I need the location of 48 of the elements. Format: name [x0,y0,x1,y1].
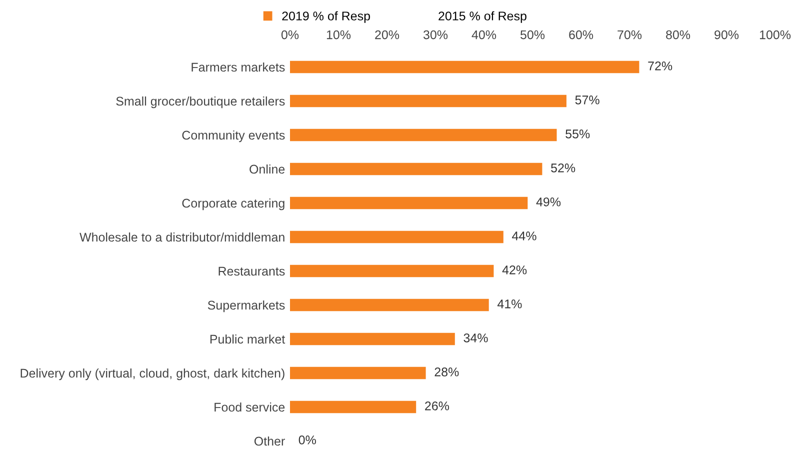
y-tick-label: Community events [182,130,285,142]
x-tick-label: 60% [569,30,594,40]
bar [290,128,557,142]
x-tick-label: 0% [281,30,299,40]
text: 34% [464,334,488,342]
text: 2015 % of Resp [438,11,526,23]
text: 41% [497,300,522,308]
x-tick-label: 90% [714,30,739,40]
text: 57% [575,96,600,104]
y-tick-label: Public market [210,334,286,344]
bar [290,264,494,278]
bar [290,162,542,176]
bar [290,366,426,380]
text: 72% [648,62,672,70]
x-tick-label: 30% [423,30,448,40]
x-tick-label: 20% [375,30,400,40]
bar [290,230,504,244]
x-tick-label: 10% [326,30,351,40]
text: 44% [512,232,536,240]
y-tick-label: Food service [214,402,285,412]
x-tick-label: 50% [520,30,545,40]
bar [290,400,416,414]
text: 55% [566,130,590,138]
x-tick-label: 70% [618,30,642,40]
text: 52% [551,164,576,172]
text: 0% [298,436,316,444]
x-tick-label: 100% [760,30,791,40]
text: 42% [502,266,527,274]
text: 49% [536,198,561,206]
y-tick-label: Delivery only (virtual, cloud, ghost, dark kitchen) [20,368,284,380]
y-tick-label: Restaurants [218,266,285,276]
legend-label: 2019 % of Resp [282,11,370,23]
x-tick-label: 80% [666,30,690,40]
y-tick-label: Farmers markets [192,62,285,72]
bar [290,60,640,74]
bar [290,332,455,346]
y-tick-label: Online [250,164,285,174]
bar [290,298,489,312]
y-tick-label: Small grocer/boutique retailers [116,96,285,108]
bar [290,196,528,210]
bar [290,94,566,108]
text: 26% [425,402,450,410]
text: 28% [434,368,459,376]
x-tick-label: 40% [472,30,496,40]
y-tick-label: Corporate catering [182,198,284,210]
y-tick-label: Supermarkets [208,300,285,312]
y-tick-label: Other [254,436,285,446]
y-tick-label: Wholesale to a distributor/middleman [80,232,284,242]
